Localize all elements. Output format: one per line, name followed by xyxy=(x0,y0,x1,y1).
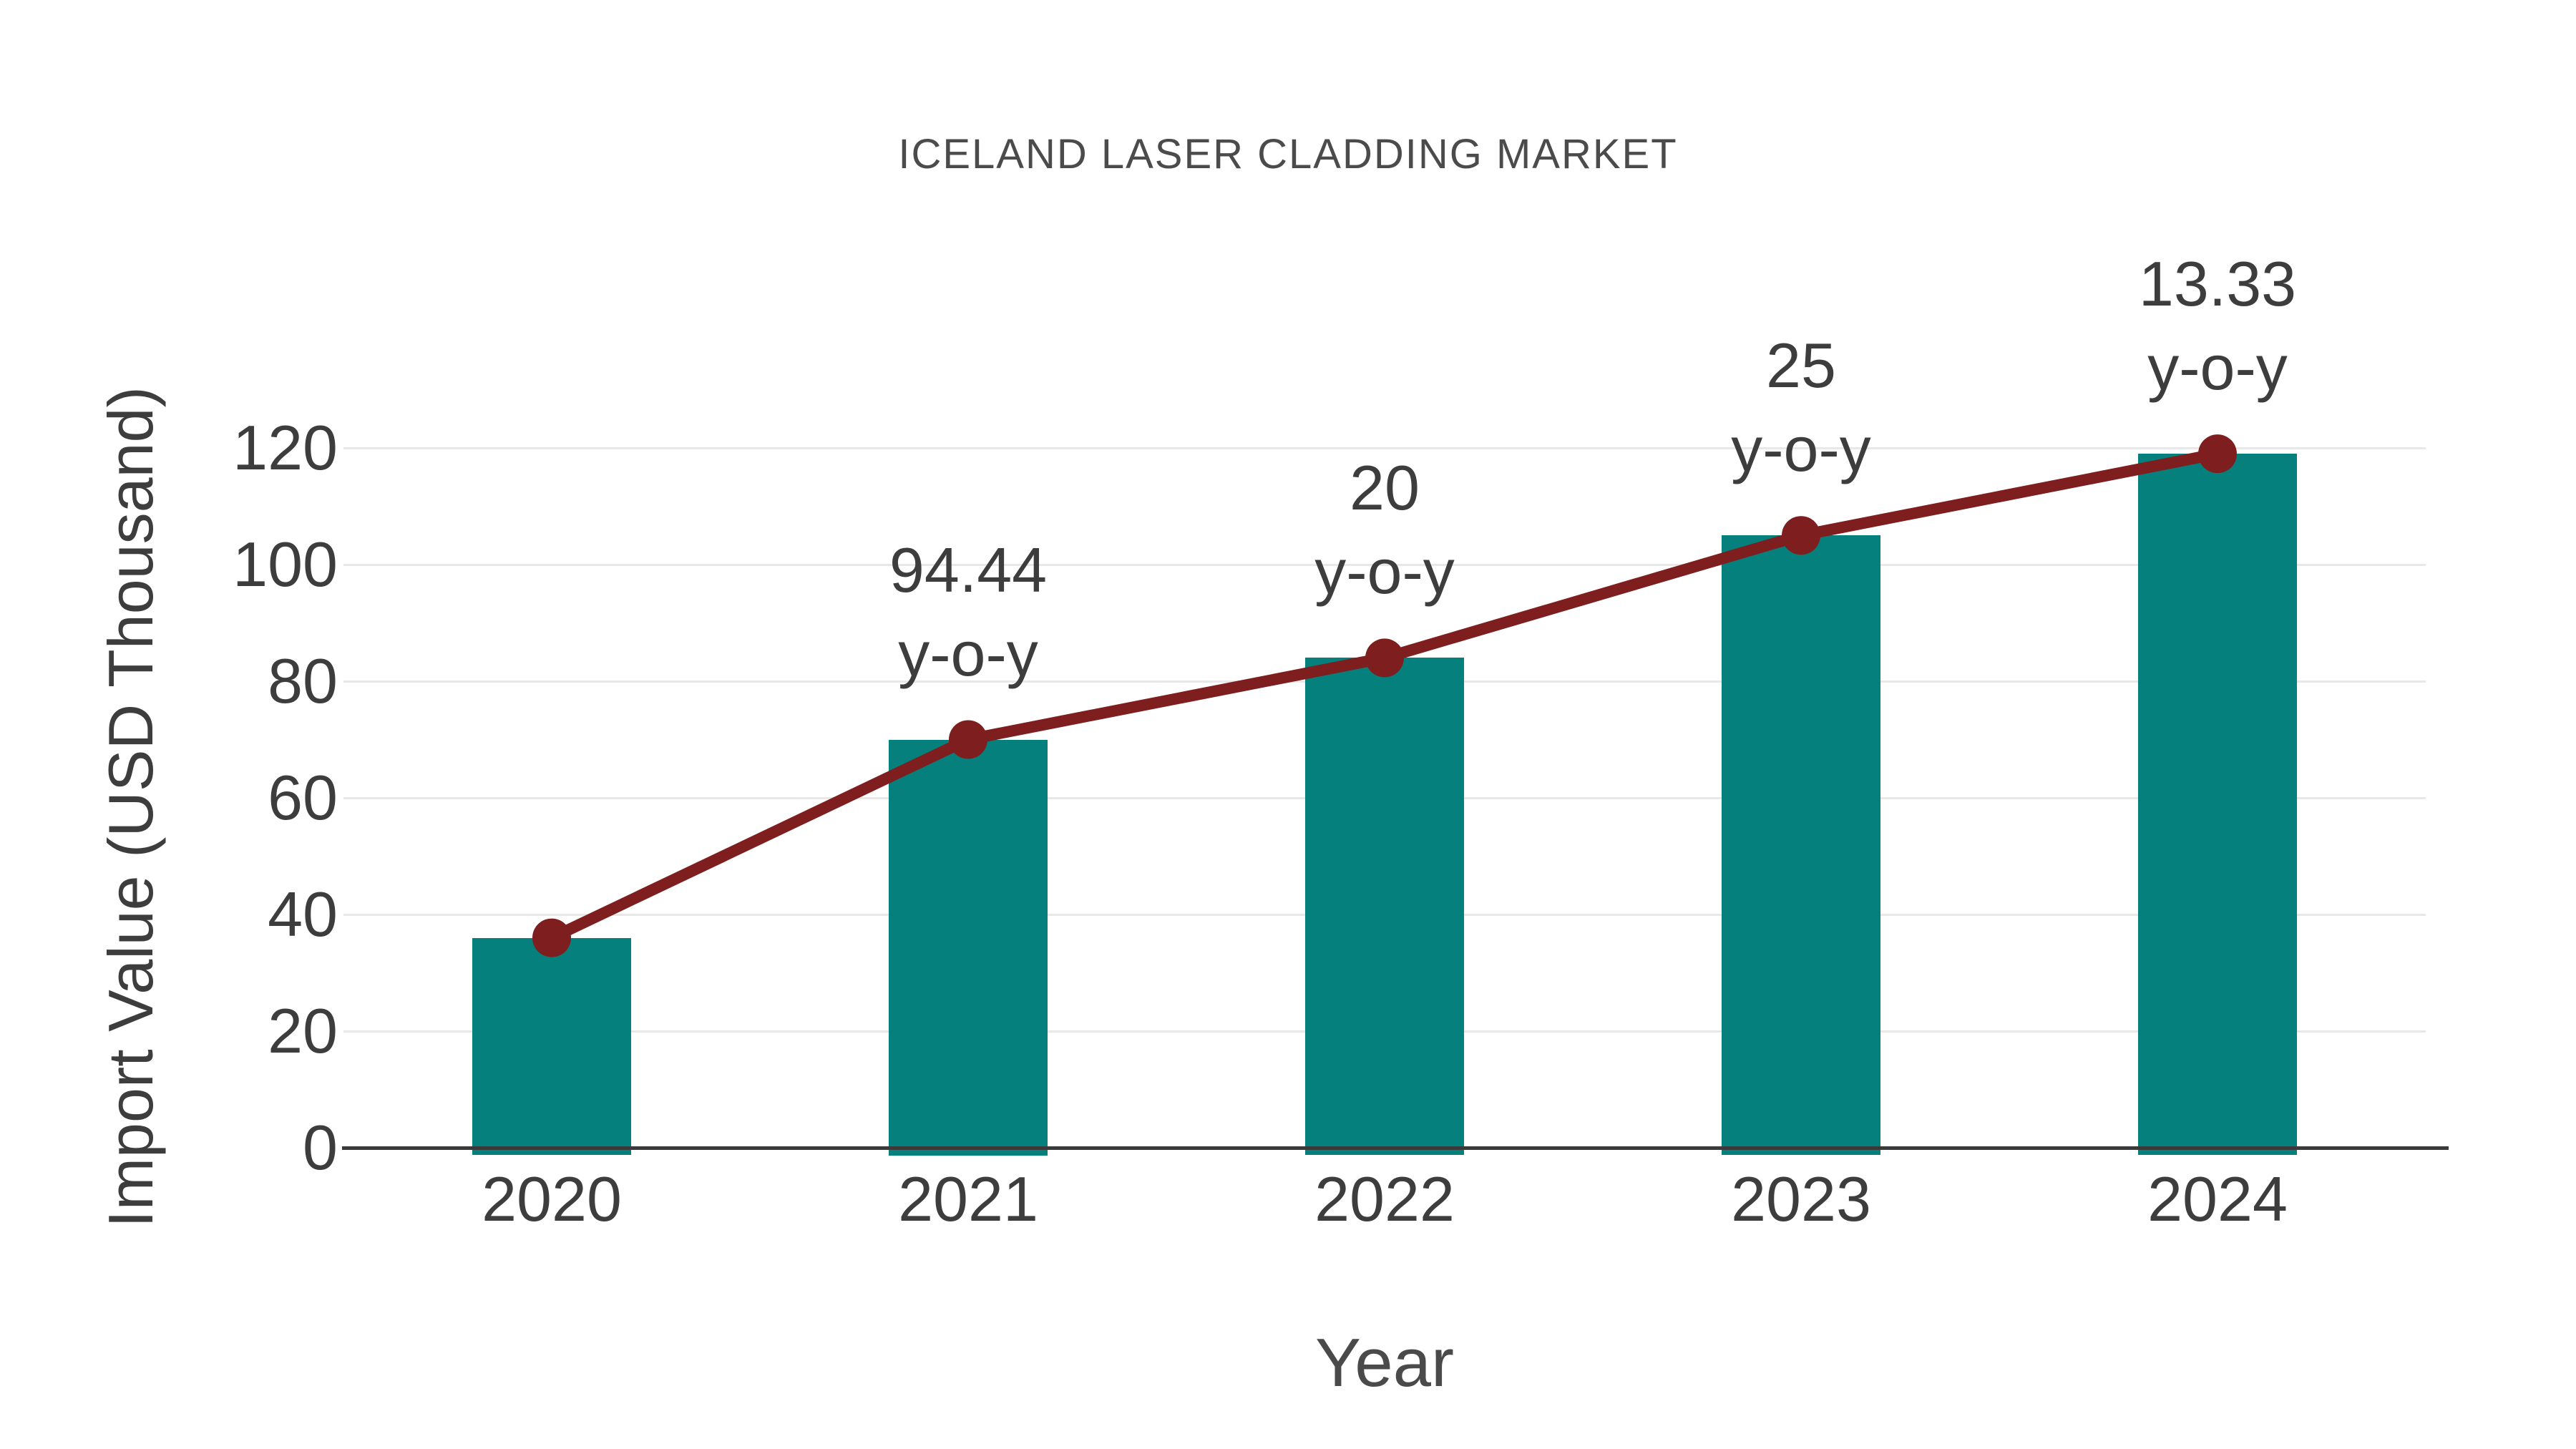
gridline-100 xyxy=(343,564,2426,566)
line-marker-2024 xyxy=(2198,434,2237,474)
x-tick-label-2022: 2022 xyxy=(1314,1163,1455,1234)
x-axis-line xyxy=(342,1146,2449,1150)
bar-2020 xyxy=(472,938,631,1155)
y-tick-label-120: 120 xyxy=(233,412,338,483)
bar-2023 xyxy=(1722,535,1880,1155)
annotation-value-2023: 25 xyxy=(1766,330,1836,401)
trend-line xyxy=(546,448,2223,944)
y-tick-label-60: 60 xyxy=(268,762,338,833)
annotation-value-2022: 20 xyxy=(1350,452,1420,523)
y-tick-label-100: 100 xyxy=(233,529,338,600)
bar-2021 xyxy=(889,740,1048,1156)
y-tick-label-20: 20 xyxy=(268,995,338,1066)
annotation-suffix-2023: y-o-y xyxy=(1731,414,1871,484)
gridline-120 xyxy=(343,447,2426,449)
annotation-suffix-2024: y-o-y xyxy=(2147,332,2288,403)
x-tick-label-2024: 2024 xyxy=(2147,1163,2288,1234)
line-marker-2022 xyxy=(1365,638,1404,678)
chart-title: ICELAND LASER CLADDING MARKET xyxy=(898,131,1678,177)
y-tick-label-0: 0 xyxy=(303,1112,338,1183)
line-marker-2021 xyxy=(949,720,987,759)
bar-2022 xyxy=(1305,658,1464,1155)
annotation-suffix-2022: y-o-y xyxy=(1314,536,1455,607)
y-tick-label-80: 80 xyxy=(268,645,338,716)
annotation-value-2021: 94.44 xyxy=(889,535,1048,605)
line-marker-2023 xyxy=(1782,516,1820,555)
x-tick-label-2023: 2023 xyxy=(1731,1163,1871,1234)
y-tick-label-40: 40 xyxy=(268,879,338,950)
x-tick-label-2020: 2020 xyxy=(482,1163,622,1234)
annotation-value-2024: 13.33 xyxy=(2138,248,2297,319)
x-tick-label-2021: 2021 xyxy=(898,1163,1038,1234)
x-axis-title: Year xyxy=(1315,1324,1454,1401)
bar-2024 xyxy=(2138,454,2297,1155)
line-marker-2020 xyxy=(532,918,571,957)
annotation-suffix-2021: y-o-y xyxy=(898,618,1038,689)
